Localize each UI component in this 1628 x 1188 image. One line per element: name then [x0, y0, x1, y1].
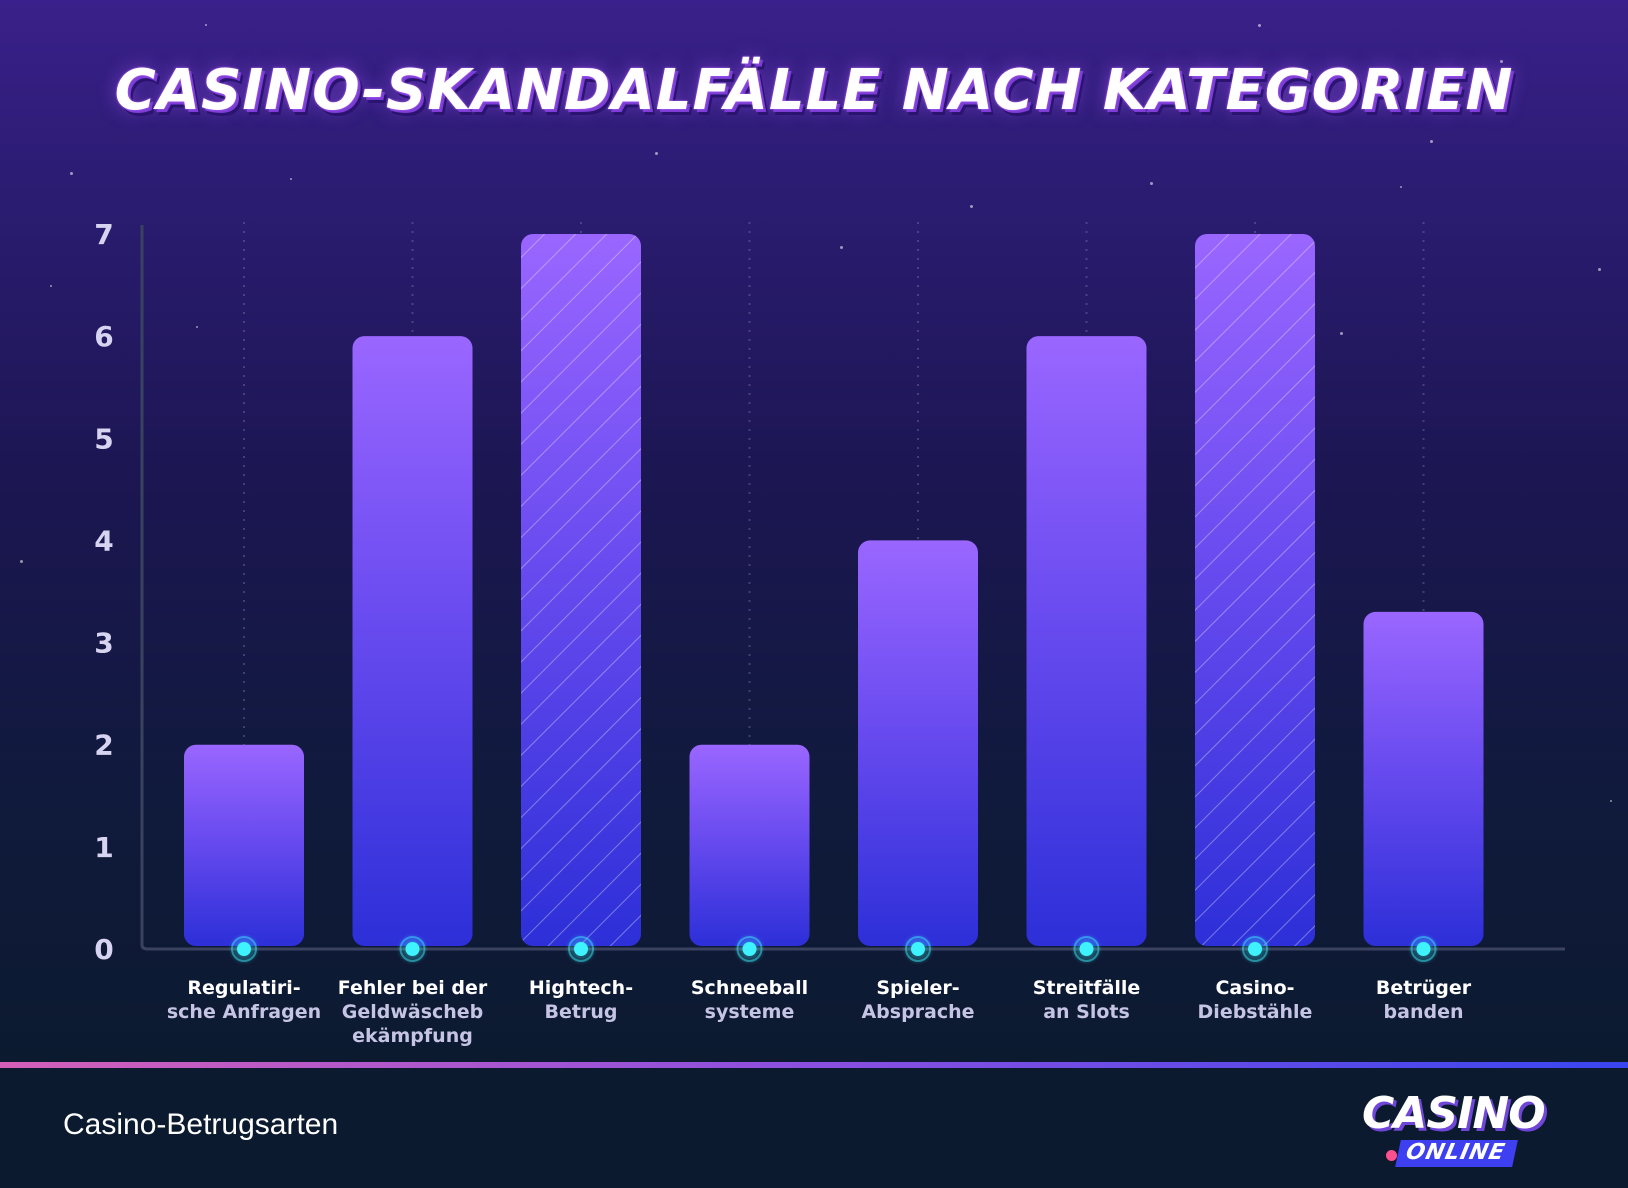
- marker-ring: [399, 936, 426, 962]
- x-tick-label: Spieler-: [876, 977, 959, 999]
- marker-dot: [1248, 942, 1262, 956]
- star-dot: [1500, 60, 1503, 63]
- star-dot: [1400, 186, 1402, 188]
- gradient-divider: [0, 1062, 1628, 1068]
- star-dot: [655, 152, 658, 155]
- star-dot: [70, 172, 73, 175]
- y-tick-label: 5: [94, 422, 113, 455]
- x-tick-label: sche Anfragen: [167, 1001, 321, 1023]
- x-y-axis: [140, 225, 1565, 951]
- x-tick-label: Schneeball: [691, 977, 808, 999]
- logo-sub-text: ONLINE: [1395, 1140, 1518, 1167]
- bars: [184, 234, 1484, 947]
- x-tick-label: systeme: [705, 1001, 795, 1023]
- y-tick-label: 0: [94, 933, 113, 966]
- bar-hatch: [1195, 234, 1315, 946]
- x-tick-label: Betrüger: [1376, 977, 1472, 999]
- marker-ring: [231, 936, 257, 962]
- y-tick-label: 3: [94, 627, 113, 660]
- star-dot: [1598, 268, 1601, 271]
- casino-online-logo: CASINO ONLINE: [1362, 1088, 1572, 1178]
- footer-label: Casino-Betrugsarten: [63, 1108, 339, 1141]
- y-tick-label: 2: [94, 729, 113, 762]
- marker-dot: [1416, 942, 1431, 956]
- star-dot: [840, 246, 843, 249]
- bar: [352, 336, 473, 947]
- marker-dot: [742, 942, 757, 956]
- x-tick-label: Hightech-: [529, 977, 633, 999]
- marker-ring: [905, 936, 931, 962]
- bar-chart: 0 1 2 3 4 5 6 7 Regulatiri-sche Anfragen Fehler …: [94, 218, 1565, 1047]
- y-tick-label: 6: [94, 320, 113, 353]
- star-dot: [1258, 24, 1261, 27]
- marker-ring: [568, 936, 594, 962]
- star-dot: [1150, 182, 1153, 185]
- star-dot: [1340, 332, 1343, 335]
- x-tick-label: Casino-: [1215, 977, 1294, 999]
- logo-dot-icon: [1386, 1150, 1397, 1161]
- bar: [1026, 336, 1147, 947]
- bar: [184, 744, 304, 946]
- bar-markers: [228, 933, 1440, 965]
- marker-dot: [574, 942, 588, 956]
- x-tick-label: Regulatiri-: [187, 977, 300, 999]
- star-dot: [205, 24, 207, 26]
- x-tick-label: Betrug: [545, 1001, 618, 1023]
- bar-hatch: [521, 234, 641, 946]
- y-tick-label: 4: [94, 524, 113, 557]
- star-dot: [1430, 140, 1433, 143]
- marker-dot: [911, 942, 925, 956]
- star-dot: [196, 326, 198, 328]
- x-tick-label: Fehler bei der: [338, 977, 488, 999]
- x-tick-label: Diebstähle: [1198, 1001, 1313, 1023]
- x-tick-label: Geldwäscheb: [342, 1001, 484, 1023]
- star-dot: [290, 178, 292, 180]
- axis-lines: [140, 225, 1565, 951]
- x-tick-label: banden: [1384, 1001, 1464, 1023]
- x-tick-labels: Regulatiri-sche Anfragen Fehler bei derGe…: [167, 977, 1472, 1047]
- x-tick-label: Absprache: [861, 1001, 974, 1023]
- x-tick-label: Streitfälle: [1033, 977, 1141, 999]
- x-tick-label: ekämpfung: [352, 1025, 473, 1047]
- logo-main-text: CASINO: [1362, 1088, 1546, 1139]
- marker-dot: [237, 942, 251, 956]
- marker-ring: [1410, 936, 1437, 962]
- y-tick-label: 7: [94, 218, 113, 251]
- bar: [858, 540, 978, 946]
- marker-ring: [1073, 936, 1100, 962]
- star-dot: [970, 205, 973, 208]
- marker-ring: [736, 936, 763, 962]
- y-tick-label: 1: [94, 831, 113, 864]
- bar: [1363, 611, 1484, 946]
- marker-dot: [405, 942, 420, 956]
- star-dot: [1610, 800, 1612, 802]
- marker-ring: [1242, 936, 1268, 962]
- star-dot: [20, 560, 23, 563]
- bar: [689, 744, 810, 946]
- marker-dot: [1079, 942, 1094, 956]
- star-dot: [50, 285, 52, 287]
- x-tick-label: an Slots: [1043, 1001, 1130, 1023]
- footer: Casino-Betrugsarten CASINO ONLINE: [0, 1068, 1628, 1188]
- y-tick-labels: 0 1 2 3 4 5 6 7: [94, 218, 113, 966]
- chart-title: CASINO-SKANDALFÄLLE NACH KATEGORIEN: [114, 58, 1514, 123]
